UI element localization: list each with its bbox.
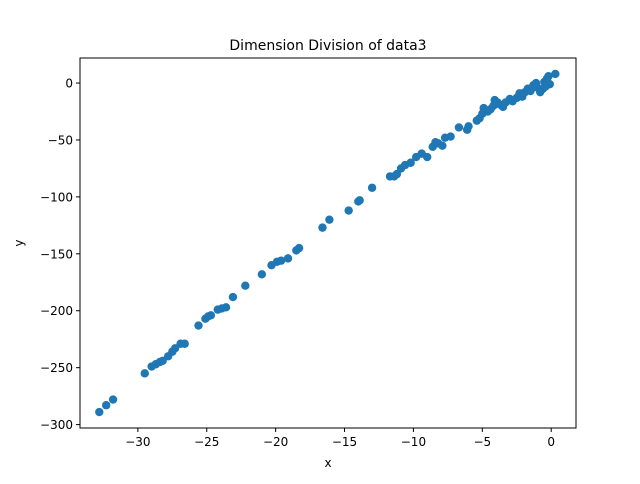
data-point [108, 395, 118, 404]
data-point [95, 407, 104, 417]
data-point [318, 223, 327, 232]
y-tick-label: 0 [65, 77, 73, 91]
data-point [454, 123, 464, 132]
data-point [140, 369, 149, 378]
plot-area [80, 58, 576, 428]
data-point [276, 256, 286, 265]
x-tick-label: −15 [332, 435, 357, 449]
data-point [180, 339, 189, 348]
data-point [241, 281, 250, 290]
x-axis-label: x [324, 456, 331, 470]
x-tick-label: −10 [401, 435, 426, 449]
data-point [438, 141, 447, 150]
data-point [221, 303, 231, 312]
data-point [406, 158, 415, 167]
data-point [464, 122, 473, 131]
y-tick-label: −50 [48, 133, 73, 147]
data-point [446, 132, 455, 141]
data-point [228, 292, 238, 302]
y-tick-label: −100 [40, 190, 73, 204]
data-point [294, 243, 304, 253]
data-point [355, 196, 364, 205]
data-point [551, 69, 560, 79]
data-point [544, 72, 553, 81]
data-point [206, 311, 216, 320]
data-points [95, 69, 560, 417]
data-point [257, 270, 267, 279]
y-tick-label: −150 [40, 247, 73, 261]
data-point [325, 215, 334, 224]
data-point [170, 344, 180, 353]
x-tick-label: −25 [194, 435, 219, 449]
y-tick-label: −250 [40, 361, 73, 375]
data-point [283, 254, 293, 263]
plot-frame [79, 57, 577, 429]
y-tick-label: −200 [40, 304, 73, 318]
data-point [344, 206, 353, 215]
data-point [367, 183, 377, 192]
y-axis-label: y [12, 239, 26, 246]
x-tick-label: −5 [473, 435, 491, 449]
data-point [545, 79, 555, 89]
data-point [101, 401, 111, 410]
x-axis-ticks: −30 −25 −20 −15 −10 −5 0 [125, 428, 555, 449]
y-axis-ticks: 0 −50 −100 −150 −200 −250 −300 [40, 77, 80, 432]
x-tick-label: −20 [263, 435, 288, 449]
y-tick-label: −300 [40, 418, 73, 432]
data-point [194, 321, 203, 330]
chart-title: Dimension Division of data3 [229, 38, 426, 54]
data-point [423, 152, 432, 162]
x-tick-label: −30 [125, 435, 150, 449]
x-tick-label: 0 [547, 435, 555, 449]
